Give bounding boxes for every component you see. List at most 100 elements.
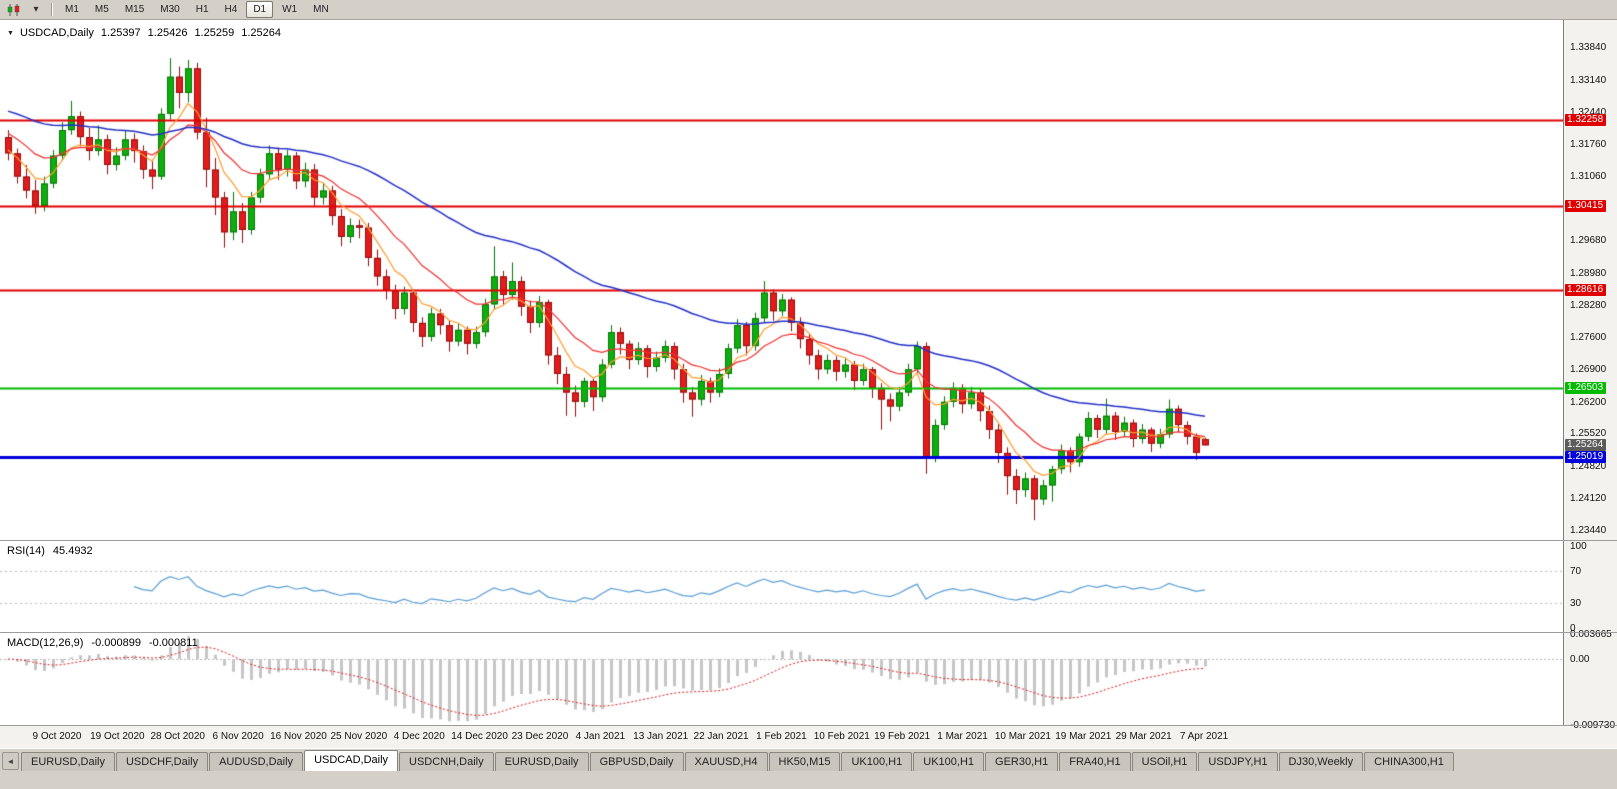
tab-eurusd-daily-0[interactable]: EURUSD,Daily <box>21 752 115 771</box>
tab-scroll-left-button[interactable]: ◄ <box>2 752 19 770</box>
ohlc-low: 1.25259 <box>194 27 235 39</box>
chart-tabs: EURUSD,Daily USDCHF,Daily AUDUSD,Daily USDC… <box>21 750 1455 771</box>
tab-uk100-h1-10[interactable]: UK100,H1 <box>913 752 985 771</box>
level-price-tag: 1.30415 <box>1565 200 1607 213</box>
ohlc-close: 1.25264 <box>241 27 281 39</box>
rsi-value: 45.4932 <box>52 545 93 557</box>
time-axis-label: 14 Dec 2020 <box>451 731 508 742</box>
price-axis-tick: 1.32440 <box>1570 107 1607 119</box>
time-axis-label: 4 Dec 2020 <box>393 731 445 742</box>
time-axis-label: 1 Feb 2021 <box>756 731 807 742</box>
rsi-panel-label: RSI(14) 45.4932 <box>7 545 93 557</box>
timeframe-button-m15[interactable]: M15 <box>124 4 145 15</box>
tab-ger30-h1-11[interactable]: GER30,H1 <box>985 752 1059 771</box>
macd-axis-tick: 0.003665 <box>1570 629 1612 640</box>
timeframe-button-m30[interactable]: M30 <box>160 4 180 15</box>
time-axis-label: 4 Jan 2021 <box>575 731 626 742</box>
chart-window-button[interactable] <box>4 1 24 19</box>
tab-fra40-h1-12[interactable]: FRA40,H1 <box>1059 752 1131 771</box>
macd-indicator-canvas[interactable] <box>0 633 1563 725</box>
rsi-indicator-canvas[interactable] <box>0 541 1563 632</box>
time-axis-label: 25 Nov 2020 <box>330 731 388 742</box>
tab-hk50-m15-8[interactable]: HK50,M15 <box>768 752 841 771</box>
tab-xauusd-h4-7[interactable]: XAUUSD,H4 <box>684 752 768 771</box>
rsi-axis-tick: 70 <box>1570 565 1582 577</box>
time-axis-label: 19 Mar 2021 <box>1055 731 1112 742</box>
rsi-axis-tick: 0 <box>1570 623 1576 634</box>
price-axis-tick: 1.23440 <box>1570 525 1607 536</box>
symbol-label: USDCAD,Daily <box>19 27 94 39</box>
timeframe-button-w1[interactable]: W1 <box>282 4 298 15</box>
tab-dj30-weekly-15[interactable]: DJ30,Weekly <box>1278 752 1364 771</box>
time-axis-label: 7 Apr 2021 <box>1179 731 1229 742</box>
tab-eurusd-daily-5[interactable]: EURUSD,Daily <box>494 752 589 771</box>
price-axis-tick: 1.24820 <box>1570 460 1607 472</box>
price-axis-tick: 1.33140 <box>1570 74 1607 86</box>
rsi-axis-tick: 100 <box>1570 541 1587 552</box>
candlestick-chart-icon <box>7 3 20 16</box>
time-axis-label: 22 Jan 2021 <box>693 731 749 742</box>
timeframe-buttons: M1 M5 M15 M30 H1 H4 D1 W1 MN <box>57 1 337 18</box>
level-price-tag: 1.25019 <box>1565 450 1607 463</box>
arrow-left-icon: ◄ <box>6 756 15 766</box>
time-axis-label: 9 Oct 2020 <box>32 731 82 742</box>
price-chart-canvas[interactable] <box>0 20 1563 540</box>
tab-usoil-h1-13[interactable]: USOil,H1 <box>1131 752 1198 771</box>
price-axis-tick: 1.28280 <box>1570 300 1607 312</box>
macd-axis-tick: 0.00 <box>1570 654 1590 665</box>
rsi-axis-tick: 30 <box>1570 598 1582 610</box>
time-axis-label: 10 Feb 2021 <box>813 731 870 742</box>
panel-separator-macd[interactable] <box>0 632 1617 633</box>
ohlc-open: 1.25397 <box>100 27 141 39</box>
price-axis-tick: 1.24120 <box>1570 493 1607 505</box>
timeframe-toolbar: ▾ M1 M5 M15 M30 H1 H4 D1 W1 MN <box>0 0 1617 20</box>
macd-signal-value: -0.000811 <box>148 637 198 649</box>
price-axis-tick: 1.33840 <box>1570 42 1607 53</box>
macd-panel-label: MACD(12,26,9) -0.000899 -0.000811 <box>7 637 198 649</box>
current-price-tag: 1.25264 <box>1565 439 1607 452</box>
tab-gbpusd-daily-6[interactable]: GBPUSD,Daily <box>589 752 684 771</box>
time-axis-label: 13 Jan 2021 <box>633 731 689 742</box>
tab-audusd-daily-2[interactable]: AUDUSD,Daily <box>209 752 304 771</box>
rsi-name: RSI(14) <box>7 545 45 557</box>
time-axis[interactable]: 9 Oct 2020 19 Oct 2020 28 Oct 2020 6 Nov 20… <box>0 726 1617 748</box>
chart-type-dropdown-button[interactable]: ▾ <box>26 1 46 19</box>
time-axis-label: 23 Dec 2020 <box>511 731 569 742</box>
timeframe-button-m5[interactable]: M5 <box>94 4 109 15</box>
timeframe-button-mn[interactable]: MN <box>313 4 329 15</box>
chevron-down-icon: ▾ <box>33 4 39 15</box>
tab-usdcad-daily-3[interactable]: USDCAD,Daily <box>304 750 399 771</box>
time-axis-label: 6 Nov 2020 <box>212 731 264 742</box>
price-axis-tick: 1.31760 <box>1570 138 1607 150</box>
tab-usdchf-daily-1[interactable]: USDCHF,Daily <box>115 752 209 771</box>
level-price-tag: 1.28616 <box>1565 283 1607 296</box>
price-axis-tick: 1.29680 <box>1570 235 1607 247</box>
time-axis-label: 19 Oct 2020 <box>90 731 145 742</box>
time-axis-label: 10 Mar 2021 <box>994 731 1051 742</box>
level-price-tag: 1.32258 <box>1565 114 1607 127</box>
price-axis-tick: 1.26200 <box>1570 396 1607 408</box>
timeframe-button-h4[interactable]: H4 <box>224 4 238 15</box>
price-axis-tick: 1.28980 <box>1570 267 1607 279</box>
tab-usdjpy-h1-14[interactable]: USDJPY,H1 <box>1198 752 1278 771</box>
time-axis-label: 1 Mar 2021 <box>937 731 988 742</box>
chart-tabbar: ◄ EURUSD,Daily USDCHF,Daily AUDUSD,Daily US… <box>0 748 1617 771</box>
tab-uk100-h1-9[interactable]: UK100,H1 <box>841 752 913 771</box>
tab-china300-h1-16[interactable]: CHINA300,H1 <box>1364 752 1454 771</box>
panel-separator-rsi[interactable] <box>0 540 1617 541</box>
timeframe-button-m1[interactable]: M1 <box>65 4 79 15</box>
time-axis-label: 19 Feb 2021 <box>874 731 931 742</box>
macd-name: MACD(12,26,9) <box>7 637 84 649</box>
timeframe-button-d1[interactable]: D1 <box>246 1 274 18</box>
price-axis-tick: 1.31060 <box>1570 171 1607 183</box>
price-axis-tick: 1.25520 <box>1570 428 1607 440</box>
symbol-expand-icon[interactable]: ▼ <box>7 29 14 37</box>
tab-usdcnh-daily-4[interactable]: USDCNH,Daily <box>399 752 494 771</box>
time-axis-label: 28 Oct 2020 <box>150 731 205 742</box>
price-axis-tick: 1.26900 <box>1570 364 1607 376</box>
timeframe-button-h1[interactable]: H1 <box>195 4 209 15</box>
chart-area: ▼ USDCAD,Daily 1.25397 1.25426 1.25259 1… <box>0 20 1617 748</box>
price-axis[interactable]: 1.338401.331401.324401.317601.310601.303… <box>1563 20 1617 731</box>
price-axis-tick: 1.27600 <box>1570 331 1607 343</box>
